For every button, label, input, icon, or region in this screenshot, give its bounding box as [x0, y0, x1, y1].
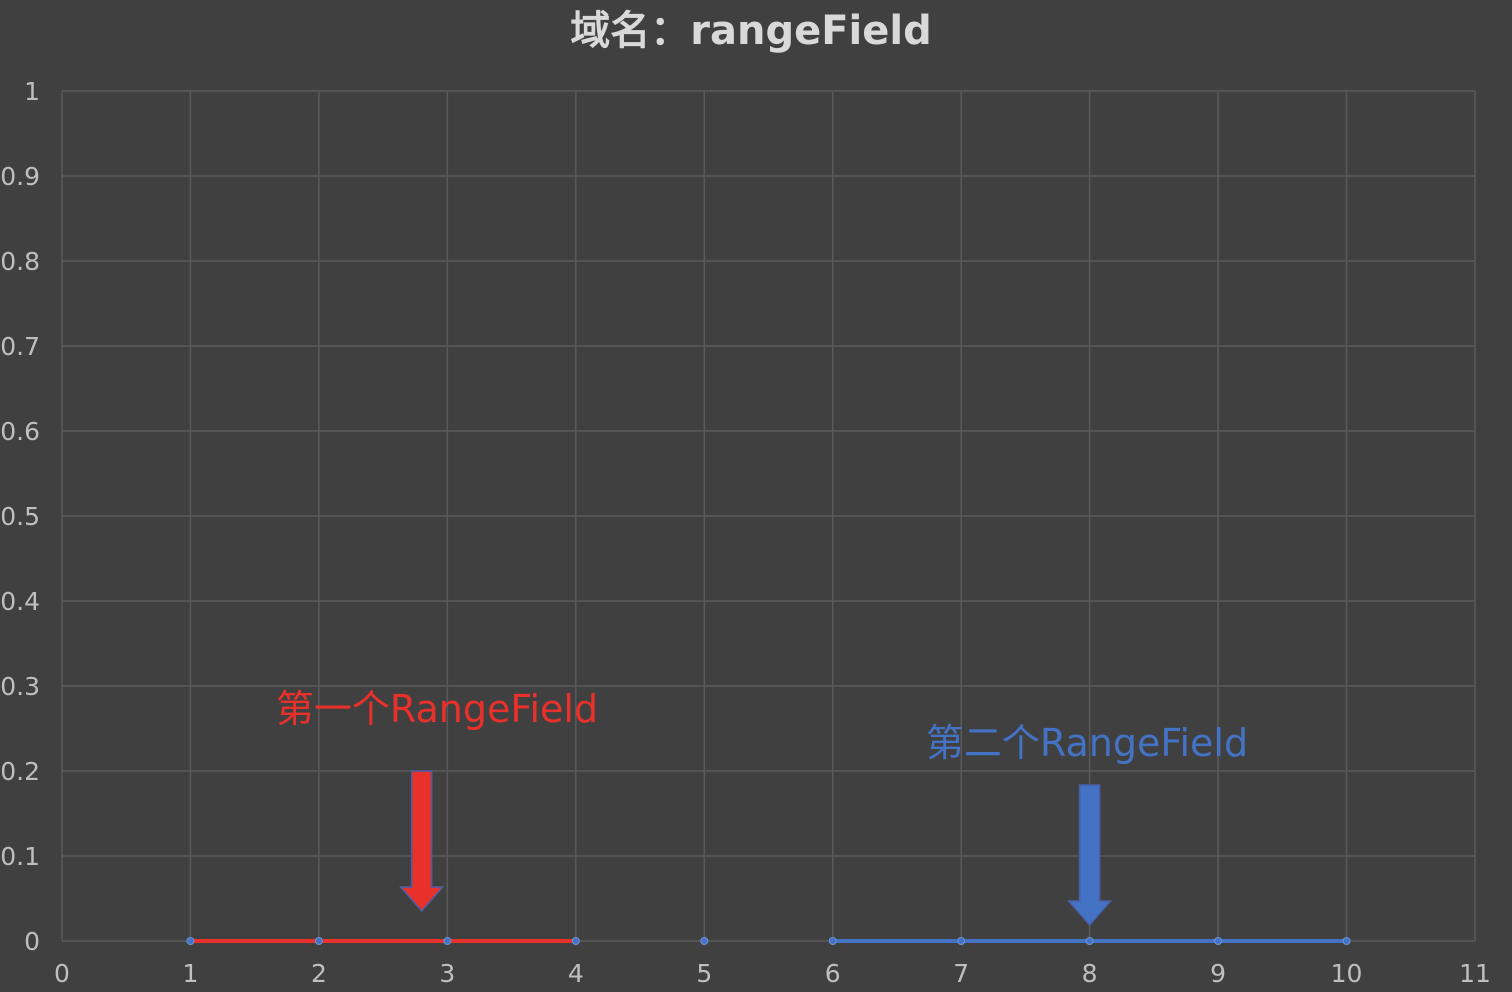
data-point-second — [1214, 937, 1223, 945]
x-tick-label: 4 — [568, 959, 584, 988]
data-point-first — [186, 937, 195, 945]
data-point-first — [571, 937, 580, 945]
x-tick-label: 3 — [439, 959, 455, 988]
data-point-second — [1342, 937, 1351, 945]
x-tick-label: 7 — [953, 959, 969, 988]
data-point-second — [828, 937, 837, 945]
annotation-arrow-first — [399, 770, 445, 913]
x-tick-label: 10 — [1331, 959, 1363, 988]
x-tick-label: 2 — [311, 959, 327, 988]
y-tick-label: 0.7 — [0, 332, 40, 361]
x-tick-label: 5 — [696, 959, 712, 988]
data-point-first — [443, 937, 452, 945]
y-tick-label: 0.3 — [0, 672, 40, 701]
y-tick-label: 0.2 — [0, 757, 40, 786]
y-tick-label: 0.8 — [0, 247, 40, 276]
data-point-second — [957, 937, 966, 945]
annotation-layer: 第一个RangeField 第二个RangeField — [276, 687, 1248, 927]
y-tick-label: 0 — [24, 927, 40, 956]
y-tick-label: 0.9 — [0, 162, 40, 191]
annotation-label-second: 第二个RangeField — [926, 721, 1248, 765]
chart-title: 域名：rangeField — [570, 8, 931, 54]
data-point-second — [1085, 937, 1094, 945]
x-tick-label: 0 — [54, 959, 70, 988]
y-tick-label: 0.6 — [0, 417, 40, 446]
x-tick-label: 8 — [1082, 959, 1098, 988]
data-point-middle — [700, 937, 709, 945]
x-axis-ticks: 0 1 2 3 4 5 6 7 8 9 10 11 — [54, 959, 1491, 988]
annotation-label-first: 第一个RangeField — [276, 687, 598, 731]
y-tick-label: 0.1 — [0, 842, 40, 871]
y-axis-ticks: 0 0.1 0.2 0.3 0.4 0.5 0.6 0.7 0.8 0.9 1 — [0, 77, 40, 956]
y-tick-label: 1 — [24, 77, 40, 106]
x-tick-label: 6 — [825, 959, 841, 988]
data-point-first — [314, 937, 323, 945]
annotation-arrow-second — [1066, 784, 1113, 927]
x-tick-label: 1 — [183, 959, 199, 988]
y-tick-label: 0.5 — [0, 502, 40, 531]
x-tick-label: 9 — [1210, 959, 1226, 988]
y-tick-label: 0.4 — [0, 587, 40, 616]
x-tick-label: 11 — [1459, 959, 1491, 988]
grid — [61, 90, 1476, 942]
series-layer — [186, 937, 1351, 945]
